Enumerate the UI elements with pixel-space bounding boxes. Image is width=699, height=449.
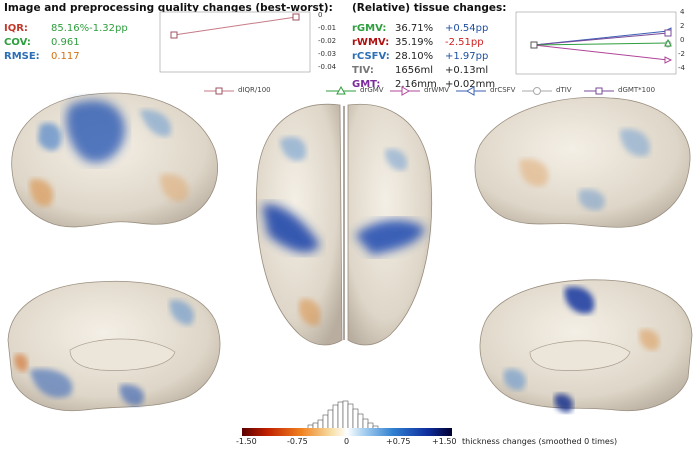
cbar-tick-0: -1.50 <box>236 437 257 446</box>
rgmv-value: 36.71% <box>395 23 434 34</box>
legend-gmt-label: dGMT*100 <box>618 86 656 94</box>
iqr-value: 85.16%-1.32pp <box>51 23 128 34</box>
legend-gmv-marker <box>326 85 356 95</box>
legend-gmt-marker <box>584 87 614 95</box>
quality-chart <box>159 11 311 73</box>
colorbar-histogram <box>307 400 379 430</box>
rgmv-label: rGMV: <box>352 23 387 34</box>
t-ytick-4: -4 <box>678 64 685 72</box>
rmse-label: RMSE: <box>4 51 40 62</box>
tissue-point-gmt <box>664 29 672 37</box>
rgmv-change: +0.54pp <box>445 23 489 34</box>
rcsfv-label: rCSFV: <box>352 51 390 62</box>
tiv-change: +0.13ml <box>445 65 489 76</box>
tissue-title: (Relative) tissue changes: <box>352 2 507 14</box>
quality-chart-series <box>173 16 297 36</box>
rmse-value: 0.117 <box>51 51 80 62</box>
gmt-label: GMT: <box>352 79 381 90</box>
gmt-change: +0.02mm <box>445 79 496 90</box>
tissue-series-gmt <box>533 32 669 46</box>
quality-chart-point <box>170 31 178 39</box>
rcsfv-change: +1.97pp <box>445 51 489 62</box>
cbar-tick-2: 0 <box>344 437 350 446</box>
rwmv-label: rWMV: <box>352 37 390 48</box>
cbar-tick-4: +1.50 <box>432 437 457 446</box>
quality-chart-frame <box>159 11 311 73</box>
brain-right-lateral <box>474 97 691 228</box>
q-ytick-0: 0 <box>318 11 323 19</box>
tissue-chart <box>515 11 677 75</box>
iqr-label: IQR: <box>4 23 28 34</box>
rwmv-change: -2.51pp <box>445 37 484 48</box>
cbar-tick-1: -0.75 <box>287 437 308 446</box>
legend-wmv-label: drWMV <box>424 86 450 94</box>
q-ytick-2: -0.02 <box>318 37 337 45</box>
tissue-rows: rGMV: 36.71% +0.54pp rWMV: 35.19% -2.51pp rC… <box>352 16 495 90</box>
brain-left-lateral <box>11 92 218 228</box>
q-ytick-3: -0.03 <box>318 50 337 58</box>
t-ytick-0: 4 <box>680 8 685 16</box>
brain-left-medial <box>7 280 221 412</box>
legend-wmv-marker <box>390 86 420 96</box>
q-ytick-4: -0.04 <box>318 63 337 71</box>
quality-title: Image and preprocessing quality changes … <box>4 2 333 14</box>
legend-tiv-label: dTIV <box>556 86 572 94</box>
tissue-point-gmv <box>664 38 672 47</box>
tiv-value: 1656ml <box>395 65 433 76</box>
tissue-series-wmv <box>533 44 669 61</box>
legend-csfv-label: drCSFV <box>490 86 516 94</box>
quality-metrics: IQR: 85.16%-1.32pp COV: 0.961 RMSE: 0.117 <box>4 16 128 62</box>
rwmv-value: 35.19% <box>395 37 434 48</box>
cbar-tick-3: +0.75 <box>386 437 411 446</box>
tissue-point-start <box>530 41 538 49</box>
legend-csfv-marker <box>456 86 486 96</box>
tissue-point-wmv <box>664 56 673 64</box>
cov-value: 0.961 <box>51 37 80 48</box>
q-ytick-1: -0.01 <box>318 24 337 32</box>
tissue-series-gmv <box>533 42 669 46</box>
legend-gmv-label: drGMV <box>360 86 384 94</box>
brain-axial-top <box>256 103 432 346</box>
brain-right-medial <box>479 279 693 413</box>
gmt-value: 2.16mm <box>395 79 437 90</box>
tiv-label: TIV: <box>352 65 374 76</box>
quality-legend-label: dIQR/100 <box>238 86 271 94</box>
rcsfv-value: 28.10% <box>395 51 434 62</box>
quality-legend-marker <box>204 87 234 95</box>
legend-tiv-marker <box>522 87 552 95</box>
t-ytick-2: 0 <box>680 36 685 44</box>
cov-label: COV: <box>4 37 31 48</box>
t-ytick-3: -2 <box>678 50 685 58</box>
colorbar <box>242 428 452 436</box>
quality-chart-point <box>292 13 300 21</box>
colorbar-caption: thickness changes (smoothed 0 times) <box>462 437 618 446</box>
t-ytick-1: 2 <box>680 22 685 30</box>
